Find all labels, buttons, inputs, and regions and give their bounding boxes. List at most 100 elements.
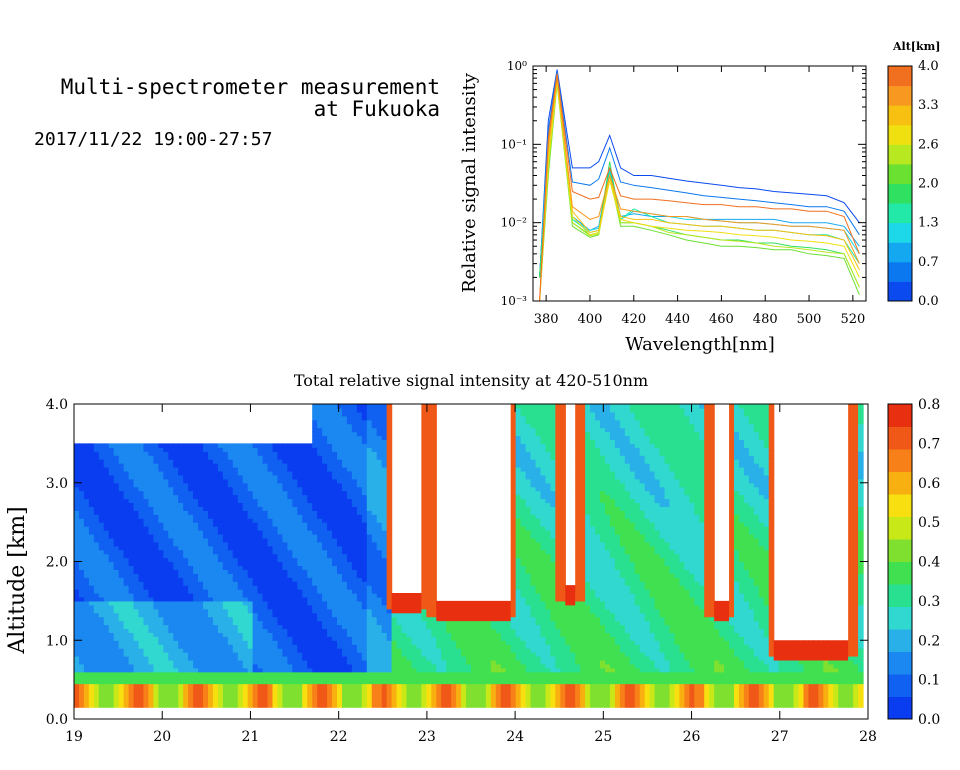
heatmap-cell [346, 498, 353, 504]
heatmap-cell [222, 600, 229, 606]
heatmap-cell [332, 514, 338, 519]
heatmap-cell [133, 616, 140, 622]
heatmap-cell [74, 577, 80, 582]
heatmap-cell [188, 671, 194, 677]
heatmap-cell [247, 451, 254, 456]
heatmap-cell [207, 486, 214, 492]
heatmap-cell [272, 699, 279, 704]
heatmap-cell [188, 596, 194, 602]
heatmap-cell [386, 486, 393, 492]
heatmap-cell [371, 435, 378, 441]
heatmap-cell [356, 404, 363, 409]
heatmap-cell [322, 478, 328, 484]
heatmap-cell [217, 530, 224, 535]
heatmap-cell [138, 498, 145, 504]
heatmap-cell [337, 419, 343, 425]
heatmap-cell [376, 679, 383, 685]
heatmap-cell [416, 691, 422, 696]
heatmap-cell [322, 703, 328, 708]
heatmap-cell [302, 533, 308, 539]
heatmap-cell [143, 577, 150, 582]
heatmap-cell [113, 667, 120, 673]
heatmap-cell [317, 541, 323, 547]
heatmap-cell [287, 553, 293, 559]
heatmap-cell [371, 404, 378, 409]
heatmap-cell [103, 553, 110, 559]
heatmap-cell [88, 573, 95, 578]
heatmap-cell [222, 577, 229, 582]
heatmap-cell [178, 691, 184, 696]
heatmap-cell [351, 675, 358, 681]
heatmap-cell [242, 624, 249, 630]
heatmap-cell [297, 703, 303, 708]
heatmap-cell [267, 526, 274, 531]
heatmap-cell [297, 455, 303, 460]
heatmap-cell [317, 703, 323, 708]
heatmap-cell [317, 447, 323, 452]
heatmap-cell [222, 451, 229, 456]
heatmap-cell [257, 518, 264, 523]
heatmap-cell [277, 608, 284, 614]
heatmap-cell [272, 482, 279, 488]
heatmap-cell [148, 624, 154, 630]
heatmap-cell [317, 596, 323, 602]
heatmap-cell [396, 652, 403, 657]
heatmap-cell [277, 510, 284, 515]
heatmap-cell [212, 667, 219, 673]
heatmap-cell [148, 557, 154, 563]
heatmap-cell [436, 675, 442, 681]
heatmap-cell [297, 608, 303, 614]
heatmap-cell [242, 443, 249, 448]
altitude-colorbar-swatch [888, 163, 912, 184]
heatmap-cell [346, 612, 353, 618]
heatmap-cell [118, 671, 125, 677]
heatmap-cell [297, 600, 303, 606]
heatmap-cell [74, 530, 80, 535]
heatmap-cell [416, 683, 422, 689]
heatmap-cell [242, 659, 249, 665]
heatmap-cell [312, 459, 318, 464]
heatmap-cell [78, 577, 85, 582]
heatmap-cell [178, 474, 184, 480]
heatmap-cell [307, 470, 313, 476]
heatmap-cell [222, 648, 229, 653]
heatmap-cell [317, 608, 323, 614]
heatmap-cell [396, 703, 403, 708]
heatmap-cell [88, 510, 95, 515]
heatmap-cell [292, 553, 298, 559]
heatmap-cell [257, 510, 264, 515]
heatmap-cell [346, 640, 353, 645]
heatmap-cell [431, 644, 437, 649]
heatmap-cell [198, 490, 204, 496]
heatmap-cell [307, 671, 313, 677]
heatmap-cell [421, 443, 427, 448]
heatmap-cell [327, 656, 333, 661]
spectrum-line-7 [539, 83, 860, 301]
heatmap-cell [341, 569, 348, 574]
heatmap-cell [153, 474, 159, 480]
heatmap-cell [227, 640, 234, 645]
heatmap-cell [232, 663, 239, 669]
heatmap-cell [376, 474, 383, 480]
heatmap-cell [371, 616, 378, 622]
heatmap-cell [138, 600, 145, 606]
heatmap-cell [312, 593, 318, 598]
heatmap-cell [237, 537, 244, 543]
heatmap-cell [237, 624, 244, 630]
heatmap-cell [183, 616, 189, 622]
heatmap-cell [143, 443, 150, 448]
heatmap-cell [222, 518, 229, 523]
heatmap-cell [212, 663, 219, 669]
heatmap-cell [381, 419, 388, 425]
heatmap-cell [217, 671, 224, 677]
heatmap-cell [307, 616, 313, 622]
heatmap-cell [207, 695, 214, 700]
heatmap-cell [138, 699, 145, 704]
heatmap-cell [307, 577, 313, 582]
heatmap-cell [198, 600, 204, 606]
heatmap-cell [307, 628, 313, 633]
heatmap-cell [297, 506, 303, 511]
heatmap-cell [351, 419, 358, 425]
heatmap-cell [317, 581, 323, 586]
heatmap-cell [346, 687, 353, 693]
